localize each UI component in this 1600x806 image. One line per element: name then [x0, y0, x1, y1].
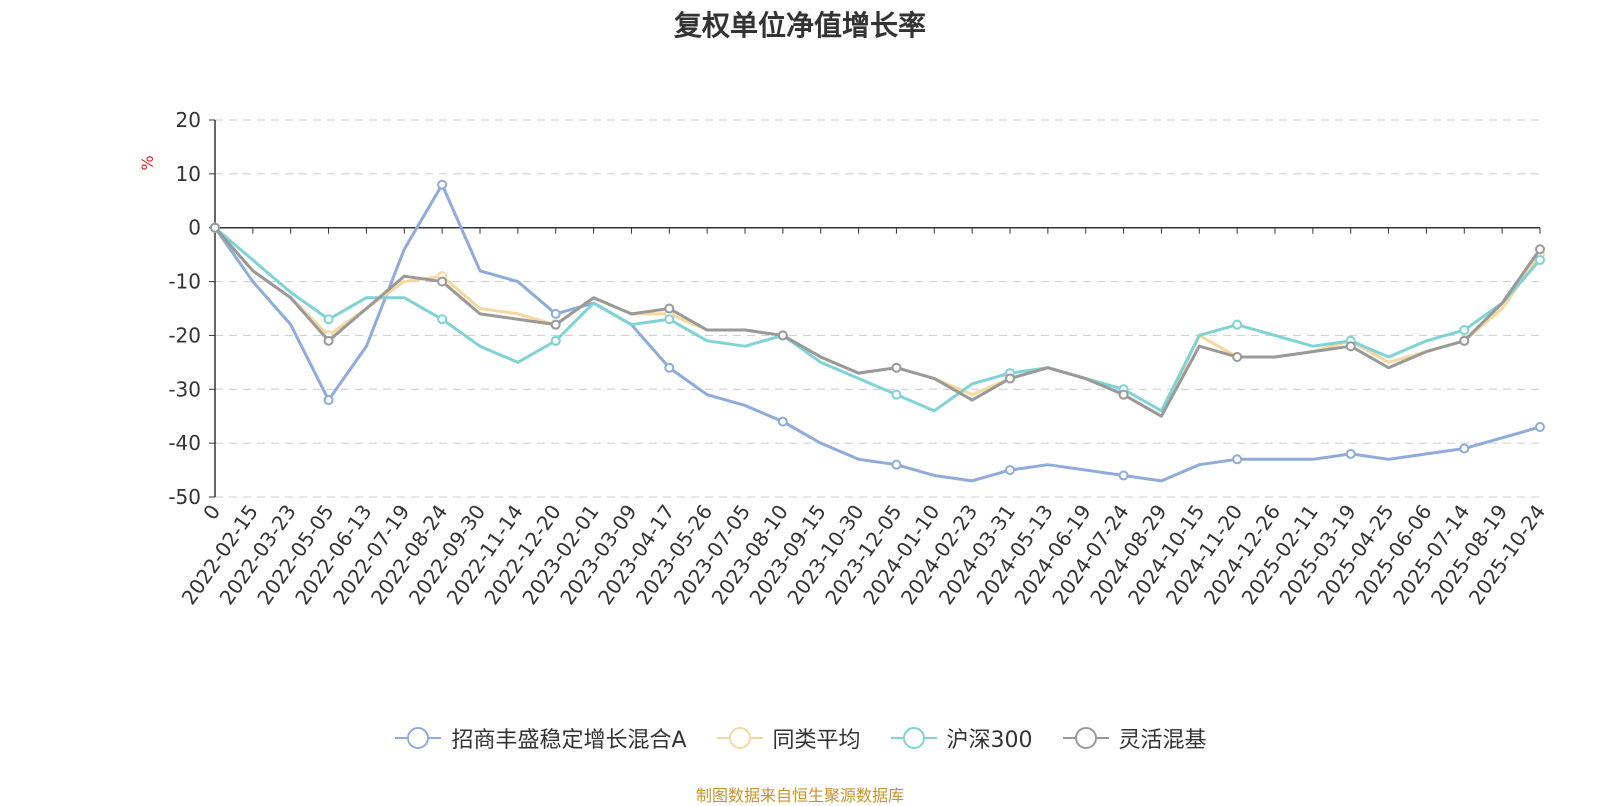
axis-layer: 20100-10-20-30-40-5002022-02-152022-03-2…: [168, 108, 1550, 609]
legend-marker-icon: [890, 727, 937, 749]
line-chart: 20100-10-20-30-40-5002022-02-152022-03-2…: [138, 108, 1550, 609]
y-tick-label: 10: [176, 162, 201, 186]
series-point: [1459, 443, 1470, 454]
series-point: [891, 389, 902, 400]
series-point: [1535, 255, 1545, 266]
legend-label: 招商丰盛稳定增长混合A: [451, 728, 687, 753]
x-tick-label: 0: [198, 500, 225, 524]
series-point: [1345, 341, 1356, 352]
y-tick-label: -50: [168, 485, 201, 509]
series-point: [437, 314, 448, 325]
series-point: [1345, 448, 1356, 459]
legend-label: 沪深300: [946, 728, 1033, 753]
series-point: [323, 335, 334, 346]
series-point: [1232, 351, 1243, 362]
series-point: [210, 222, 220, 233]
legend-label: 同类平均: [772, 728, 861, 753]
series-point: [437, 179, 448, 190]
series-point: [323, 314, 334, 325]
series-2: [210, 222, 1545, 413]
series-layer: [210, 179, 1545, 483]
series-point: [1005, 373, 1015, 384]
y-tick-label: -30: [168, 377, 201, 401]
legend-item[interactable]: 沪深300: [889, 722, 1033, 754]
series-point: [1535, 244, 1545, 255]
legend: 招商丰盛稳定增长混合A 同类平均 沪深300 灵活混基: [0, 722, 1600, 754]
legend-item[interactable]: 灵活混基: [1061, 722, 1207, 754]
series-point: [1232, 454, 1243, 465]
series-point: [1459, 325, 1470, 336]
series-point: [1535, 421, 1545, 432]
series-point: [664, 362, 675, 373]
legend-marker-icon: [716, 727, 763, 749]
series-point: [1232, 319, 1243, 330]
series-line: [214, 226, 1542, 413]
series-point: [777, 330, 788, 341]
series-point: [550, 319, 561, 330]
chart-title: 复权单位净值增长率: [673, 9, 926, 42]
series-point: [891, 362, 902, 373]
series-point: [664, 303, 675, 314]
series-point: [1118, 470, 1129, 481]
legend-marker-icon: [395, 727, 442, 749]
y-tick-label: -20: [168, 323, 201, 347]
source-note: 制图数据来自恒生聚源数据库: [695, 786, 904, 805]
series-point: [891, 459, 902, 470]
series-point: [323, 395, 334, 406]
grid-layer: [215, 119, 1540, 498]
y-axis-label: %: [138, 155, 157, 170]
series-point: [664, 314, 675, 325]
y-tick-label: -40: [168, 431, 201, 455]
y-tick-label: 0: [188, 216, 201, 240]
series-point: [1005, 465, 1015, 476]
series-line: [213, 183, 1541, 483]
legend-marker-icon: [1062, 727, 1109, 749]
series-3: [210, 222, 1545, 418]
series-point: [1118, 389, 1129, 400]
series-point: [550, 308, 561, 319]
y-tick-label: -10: [168, 270, 201, 294]
y-tick-label: 20: [176, 108, 201, 132]
series-point: [437, 276, 448, 287]
series-point: [550, 335, 561, 346]
legend-label: 灵活混基: [1118, 728, 1207, 753]
series-point: [1459, 335, 1470, 346]
series-0: [210, 179, 1545, 483]
series-line: [213, 226, 1542, 418]
legend-item[interactable]: 招商丰盛稳定增长混合A: [393, 722, 687, 754]
legend-item[interactable]: 同类平均: [715, 722, 861, 754]
series-point: [777, 416, 788, 427]
